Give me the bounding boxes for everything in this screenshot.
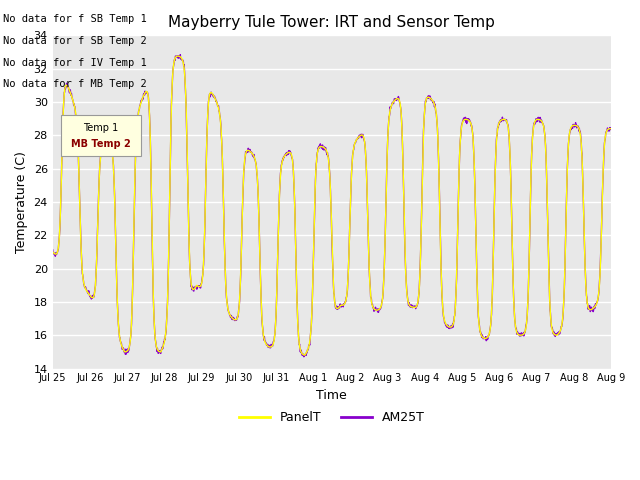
Text: No data for f SB Temp 2: No data for f SB Temp 2 — [3, 36, 147, 46]
Text: No data for f SB Temp 1: No data for f SB Temp 1 — [3, 14, 147, 24]
Text: No data for f MB Temp 2: No data for f MB Temp 2 — [3, 79, 147, 89]
Text: No data for f IV Temp 1: No data for f IV Temp 1 — [3, 58, 147, 68]
Text: Temp 1: Temp 1 — [83, 123, 118, 132]
Title: Mayberry Tule Tower: IRT and Sensor Temp: Mayberry Tule Tower: IRT and Sensor Temp — [168, 15, 495, 30]
Legend: PanelT, AM25T: PanelT, AM25T — [234, 406, 429, 429]
Y-axis label: Temperature (C): Temperature (C) — [15, 151, 28, 253]
Text: MB Temp 2: MB Temp 2 — [71, 139, 131, 148]
X-axis label: Time: Time — [316, 389, 347, 402]
